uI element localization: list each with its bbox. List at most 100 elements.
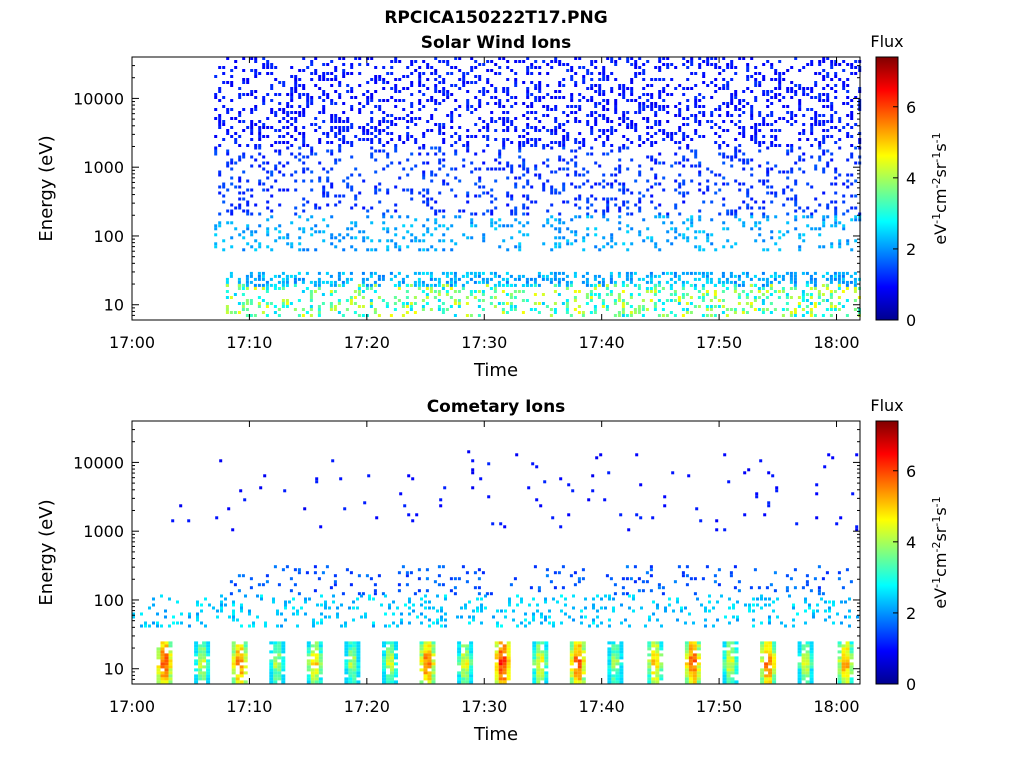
spectrogram-cell (596, 594, 599, 598)
spectrogram-cell (789, 277, 793, 281)
spectrogram-cell (458, 138, 462, 141)
spectrogram-cell (482, 90, 486, 93)
spectrogram-cell (206, 668, 211, 672)
spectrogram-cell (855, 453, 859, 457)
spectrogram-cell (333, 580, 337, 584)
spectrogram-cell (822, 75, 826, 78)
spectrogram-cell (316, 603, 319, 607)
spectrogram-cell (550, 129, 554, 132)
spectrogram-cell (277, 662, 282, 666)
spectrogram-cell (666, 215, 670, 219)
spectrogram-cell (314, 117, 318, 120)
spectrogram-cell (356, 659, 361, 663)
spectrogram-cell (658, 248, 662, 252)
spectrogram-cell (262, 63, 266, 66)
spectrogram-cell (662, 99, 666, 102)
spectrogram-cell (306, 674, 311, 678)
spectrogram-cell (633, 565, 637, 569)
spectrogram-cell (540, 671, 545, 675)
spectrogram-cell (804, 621, 807, 625)
spectrogram-cell (526, 197, 530, 201)
spectrogram-cell (709, 308, 713, 311)
spectrogram-cell (381, 592, 385, 596)
spectrogram-cell (294, 75, 298, 78)
spectrogram-cell (144, 621, 147, 625)
spectrogram-cell (850, 66, 854, 69)
spectrogram-cell (216, 609, 219, 613)
spectrogram-cell (226, 161, 230, 165)
spectrogram-cell (574, 72, 578, 75)
spectrogram-cell (406, 114, 410, 117)
spectrogram-cell (674, 188, 678, 192)
spectrogram-cell (506, 653, 511, 657)
spectrogram-cell (434, 173, 438, 177)
spectrogram-cell (384, 624, 387, 628)
spectrogram-cell (465, 571, 469, 575)
spectrogram-cell (426, 203, 430, 207)
spectrogram-cell (650, 144, 654, 147)
spectrogram-cell (774, 215, 778, 219)
spectrogram-cell (762, 206, 766, 210)
spectrogram-cell (482, 239, 486, 243)
spectrogram-cell (798, 248, 802, 252)
spectrogram-cell (310, 674, 315, 678)
spectrogram-cell (670, 78, 674, 81)
spectrogram-cell (828, 606, 831, 610)
spectrogram-cell (577, 647, 582, 651)
spectrogram-cell (418, 248, 422, 252)
spectrogram-cell (602, 99, 606, 102)
spectrogram-cell (726, 87, 730, 90)
spectrogram-cell (264, 624, 267, 628)
spectrogram-cell (574, 197, 578, 201)
spectrogram-cell (265, 580, 269, 584)
spectrogram-cell (333, 574, 337, 578)
spectrogram-cell (374, 191, 378, 195)
spectrogram-cell (778, 78, 782, 81)
spectrogram-cell (465, 656, 470, 660)
spectrogram-cell (437, 305, 441, 308)
spectrogram-cell (498, 647, 503, 651)
spectrogram-cell (562, 96, 566, 99)
spectrogram-cell (294, 78, 298, 81)
spectrogram-cell (198, 677, 203, 681)
spectrogram-cell (262, 66, 266, 69)
spectrogram-cell (569, 574, 573, 578)
spectrogram-cell (237, 284, 241, 287)
spectrogram-cell (846, 102, 850, 105)
spectrogram-cell (685, 583, 689, 587)
spectrogram-cell (686, 60, 690, 63)
spectrogram-cell (605, 308, 609, 311)
spectrogram-cell (697, 290, 701, 293)
spectrogram-cell (578, 146, 582, 150)
spectrogram-cell (198, 665, 203, 669)
spectrogram-cell (290, 123, 294, 126)
spectrogram-cell (294, 126, 298, 129)
spectrogram-cell (853, 271, 857, 275)
spectrogram-cell (753, 308, 757, 311)
spectrogram-cell (621, 314, 625, 317)
spectrogram-cell (828, 600, 831, 604)
spectrogram-cell (441, 311, 445, 314)
spectrogram-cell (734, 93, 738, 96)
spectrogram-cell (422, 200, 426, 204)
spectrogram-cell (558, 242, 562, 246)
spectrogram-cell (710, 242, 714, 246)
spectrogram-cell (505, 271, 509, 275)
spectrogram-cell (235, 677, 240, 681)
spectrogram-cell (393, 308, 397, 311)
spectrogram-cell (277, 653, 282, 657)
spectrogram-cell (239, 647, 244, 651)
spectrogram-cell (231, 659, 236, 663)
spectrogram-cell (638, 72, 642, 75)
spectrogram-cell (749, 284, 753, 287)
spectrogram-cell (314, 152, 318, 156)
spectrogram-cell (586, 179, 590, 183)
spectrogram-cell (322, 111, 326, 114)
spectrogram-cell (733, 565, 737, 569)
spectrogram-cell (218, 185, 222, 189)
spectrogram-cell (222, 123, 226, 126)
spectrogram-cell (469, 647, 474, 651)
spectrogram-cell (434, 84, 438, 87)
spectrogram-cell (330, 236, 334, 240)
spectrogram-cell (708, 600, 711, 604)
